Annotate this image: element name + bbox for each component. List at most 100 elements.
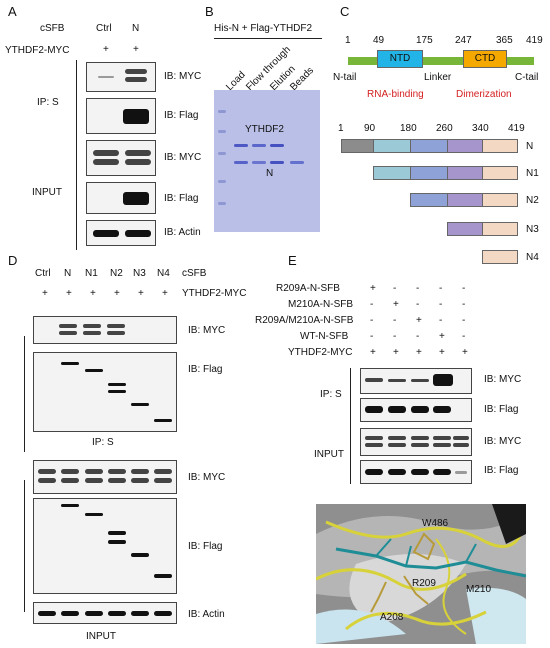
band (388, 406, 406, 413)
e-sign: + (370, 347, 376, 358)
d-sign: + (66, 288, 72, 299)
band (125, 77, 147, 82)
d-blot-label: IB: Flag (188, 541, 223, 552)
d-section-ip: IP: S (92, 437, 114, 448)
e-row: R209A-N-SFB (276, 283, 340, 294)
band (154, 611, 172, 616)
band (85, 611, 103, 616)
a-blot-label: IB: Actin (164, 227, 201, 238)
d-ip-bracket (24, 336, 25, 452)
band (108, 383, 126, 386)
band (108, 478, 126, 483)
d-lane: Ctrl (35, 268, 51, 279)
band (125, 69, 147, 74)
e-sign: - (439, 315, 443, 326)
band (123, 109, 149, 124)
e-sign: - (462, 283, 466, 294)
e-section-ip: IP: S (320, 389, 342, 400)
d-blot-ip-flag (33, 352, 177, 432)
a-lane-n: N (132, 23, 140, 34)
c-function: Dimerization (456, 89, 512, 100)
band (411, 469, 429, 475)
e-sign: + (439, 347, 445, 358)
e-structure-label: R209 (412, 578, 436, 589)
e-sign: - (462, 331, 466, 342)
panel-b-letter: B (205, 4, 214, 19)
e-sign: + (416, 347, 422, 358)
gel-band (252, 144, 266, 147)
d-blot-ip-myc (33, 316, 177, 344)
d-input-bracket (24, 480, 25, 612)
band (85, 369, 103, 372)
band (85, 469, 103, 474)
e-sign: - (393, 331, 397, 342)
d-blot-label: IB: Flag (188, 364, 223, 375)
c-ntd-label: NTD (389, 53, 411, 64)
band (131, 403, 149, 406)
c-seg (482, 250, 518, 264)
c-pos: 49 (373, 35, 385, 46)
band (433, 406, 451, 413)
e-sign: - (439, 283, 443, 294)
band (61, 504, 79, 507)
a-blot-input-myc (86, 140, 156, 176)
band (388, 436, 406, 440)
d-sign: + (162, 288, 168, 299)
c-domain-ntd: NTD (377, 50, 423, 68)
band (411, 406, 429, 413)
e-blot-ip-myc (360, 368, 472, 394)
e-sign: - (370, 299, 374, 310)
e-structure-label: M210 (466, 584, 492, 595)
e-sign: - (416, 331, 420, 342)
e-sign: + (393, 347, 399, 358)
band (154, 574, 172, 578)
band (154, 469, 172, 474)
e-row: WT-N-SFB (300, 331, 349, 342)
c-pos-b: 90 (364, 123, 376, 134)
band (125, 159, 151, 165)
e-sign: - (393, 315, 397, 326)
band (388, 469, 406, 475)
band (365, 443, 383, 447)
b-title: His-N + Flag-YTHDF2 (214, 23, 313, 34)
band (455, 471, 467, 474)
band (131, 553, 149, 557)
band (411, 379, 429, 382)
c-seg (410, 166, 448, 180)
b-coomassie-gel (214, 90, 320, 232)
band (154, 419, 172, 422)
e-sign: - (462, 299, 466, 310)
b-band-label-ythdf2: YTHDF2 (245, 124, 284, 135)
a-sign: + (103, 44, 109, 55)
c-pos: 1 (345, 35, 351, 46)
e-structure-image: W486 R209 M210 A208 (316, 504, 526, 644)
c-construct: N3 (526, 224, 539, 235)
band (107, 324, 125, 328)
band (59, 324, 77, 328)
c-pos-b: 1 (338, 123, 344, 134)
gel-band (234, 144, 248, 147)
e-section-input: INPUT (314, 449, 344, 460)
band (93, 159, 119, 165)
band (125, 150, 151, 156)
a-row-label-ythdf2: YTHDF2-MYC (5, 45, 70, 56)
e-blot-input-flag (360, 460, 472, 484)
c-pos: 419 (526, 35, 543, 46)
band (108, 611, 126, 616)
gel-band (252, 161, 266, 164)
b-band-label-n: N (266, 168, 274, 179)
d-sign: + (138, 288, 144, 299)
d-sign: + (114, 288, 120, 299)
panel-e-letter: E (288, 253, 297, 268)
band (365, 469, 383, 475)
e-structure-render (316, 504, 526, 644)
band (388, 379, 406, 382)
panel-a-letter: A (8, 4, 17, 19)
band (98, 76, 114, 78)
e-structure-label: W486 (422, 518, 449, 529)
c-seg (373, 139, 411, 153)
e-sign: - (393, 283, 397, 294)
e-sign: - (439, 299, 443, 310)
band (108, 531, 126, 535)
band (59, 331, 77, 335)
